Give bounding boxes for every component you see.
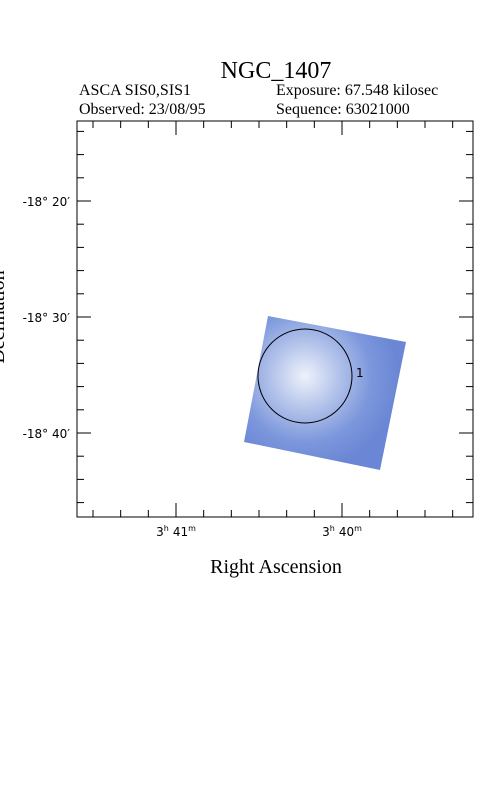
title: NGC_1407	[221, 58, 332, 84]
ticks	[77, 121, 473, 517]
x-tick-label: 3h 40m	[322, 524, 362, 539]
plot-frame	[76, 120, 474, 518]
ra-h: h	[330, 524, 335, 533]
ra-h: h	[164, 524, 169, 533]
y-tick-label: -18° 20′	[23, 195, 71, 209]
instrument: ASCA SIS0,SIS1	[79, 82, 191, 99]
ra-m: m	[354, 524, 362, 533]
ra-minutes: 41	[173, 525, 188, 539]
ra-hours: 3	[322, 525, 330, 539]
sky-image	[244, 316, 406, 470]
sequence: Sequence: 63021000	[276, 101, 410, 118]
exposure: Exposure: 67.548 kilosec	[276, 82, 438, 99]
ra-m: m	[188, 524, 196, 533]
x-axis-label: Right Ascension	[210, 556, 342, 578]
x-tick-label: 3h 41m	[156, 524, 196, 539]
y-tick-label: -18° 30′	[23, 311, 71, 325]
exposure-map	[244, 316, 406, 470]
region-circle	[257, 328, 353, 424]
observed: Observed: 23/08/95	[79, 101, 206, 118]
y-tick-label: -18° 40′	[23, 427, 71, 441]
region-label: 1	[356, 366, 364, 380]
y-axis-label: Declination	[0, 270, 9, 363]
ra-hours: 3	[156, 525, 164, 539]
ra-minutes: 40	[339, 525, 354, 539]
